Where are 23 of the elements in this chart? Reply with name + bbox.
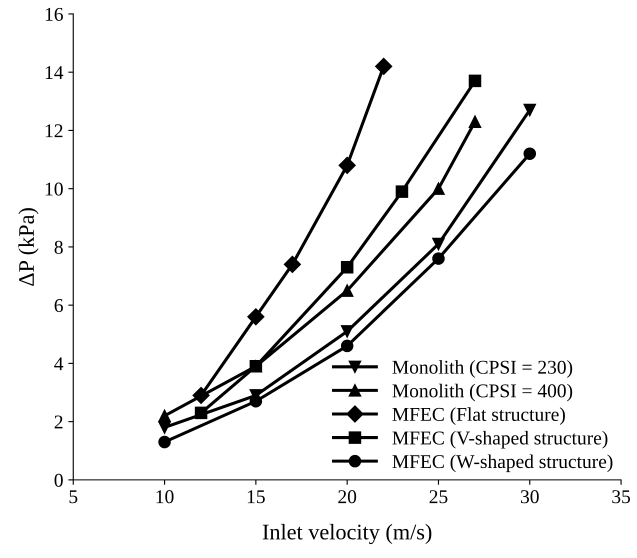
legend-label: MFEC (W-shaped structure) [392, 454, 612, 472]
legend-label: Monolith (CPSI = 230) [392, 360, 572, 378]
y-tick-label: 2 [54, 416, 62, 428]
y-axis-title: ΔP (kPa) [18, 208, 39, 286]
y-tick-label: 0 [54, 474, 63, 487]
y-tick-label: 8 [54, 240, 63, 254]
legend-label: MFEC (V-shaped structure) [392, 430, 608, 449]
x-tick-label: 35 [612, 490, 630, 504]
y-tick-label: 4 [54, 357, 64, 370]
x-tick-label: 5 [70, 490, 78, 504]
x-tick-label: 25 [430, 490, 448, 504]
x-tick-label: 20 [338, 490, 356, 504]
x-tick-label: 15 [248, 490, 265, 504]
legend-label: MFEC (Flat structure) [392, 407, 565, 425]
legend-label: Monolith (CPSI = 400) [392, 384, 572, 402]
y-tick-label: 14 [46, 66, 64, 79]
y-tick-label: 16 [46, 8, 63, 21]
x-axis-title: Inlet velocity (m/s) [262, 524, 432, 544]
y-tick-label: 12 [46, 124, 62, 138]
y-tick-label: 6 [54, 299, 63, 312]
x-tick-label: 30 [520, 490, 539, 504]
x-tick-label: 10 [156, 490, 174, 504]
y-tick-label: 10 [46, 182, 63, 196]
